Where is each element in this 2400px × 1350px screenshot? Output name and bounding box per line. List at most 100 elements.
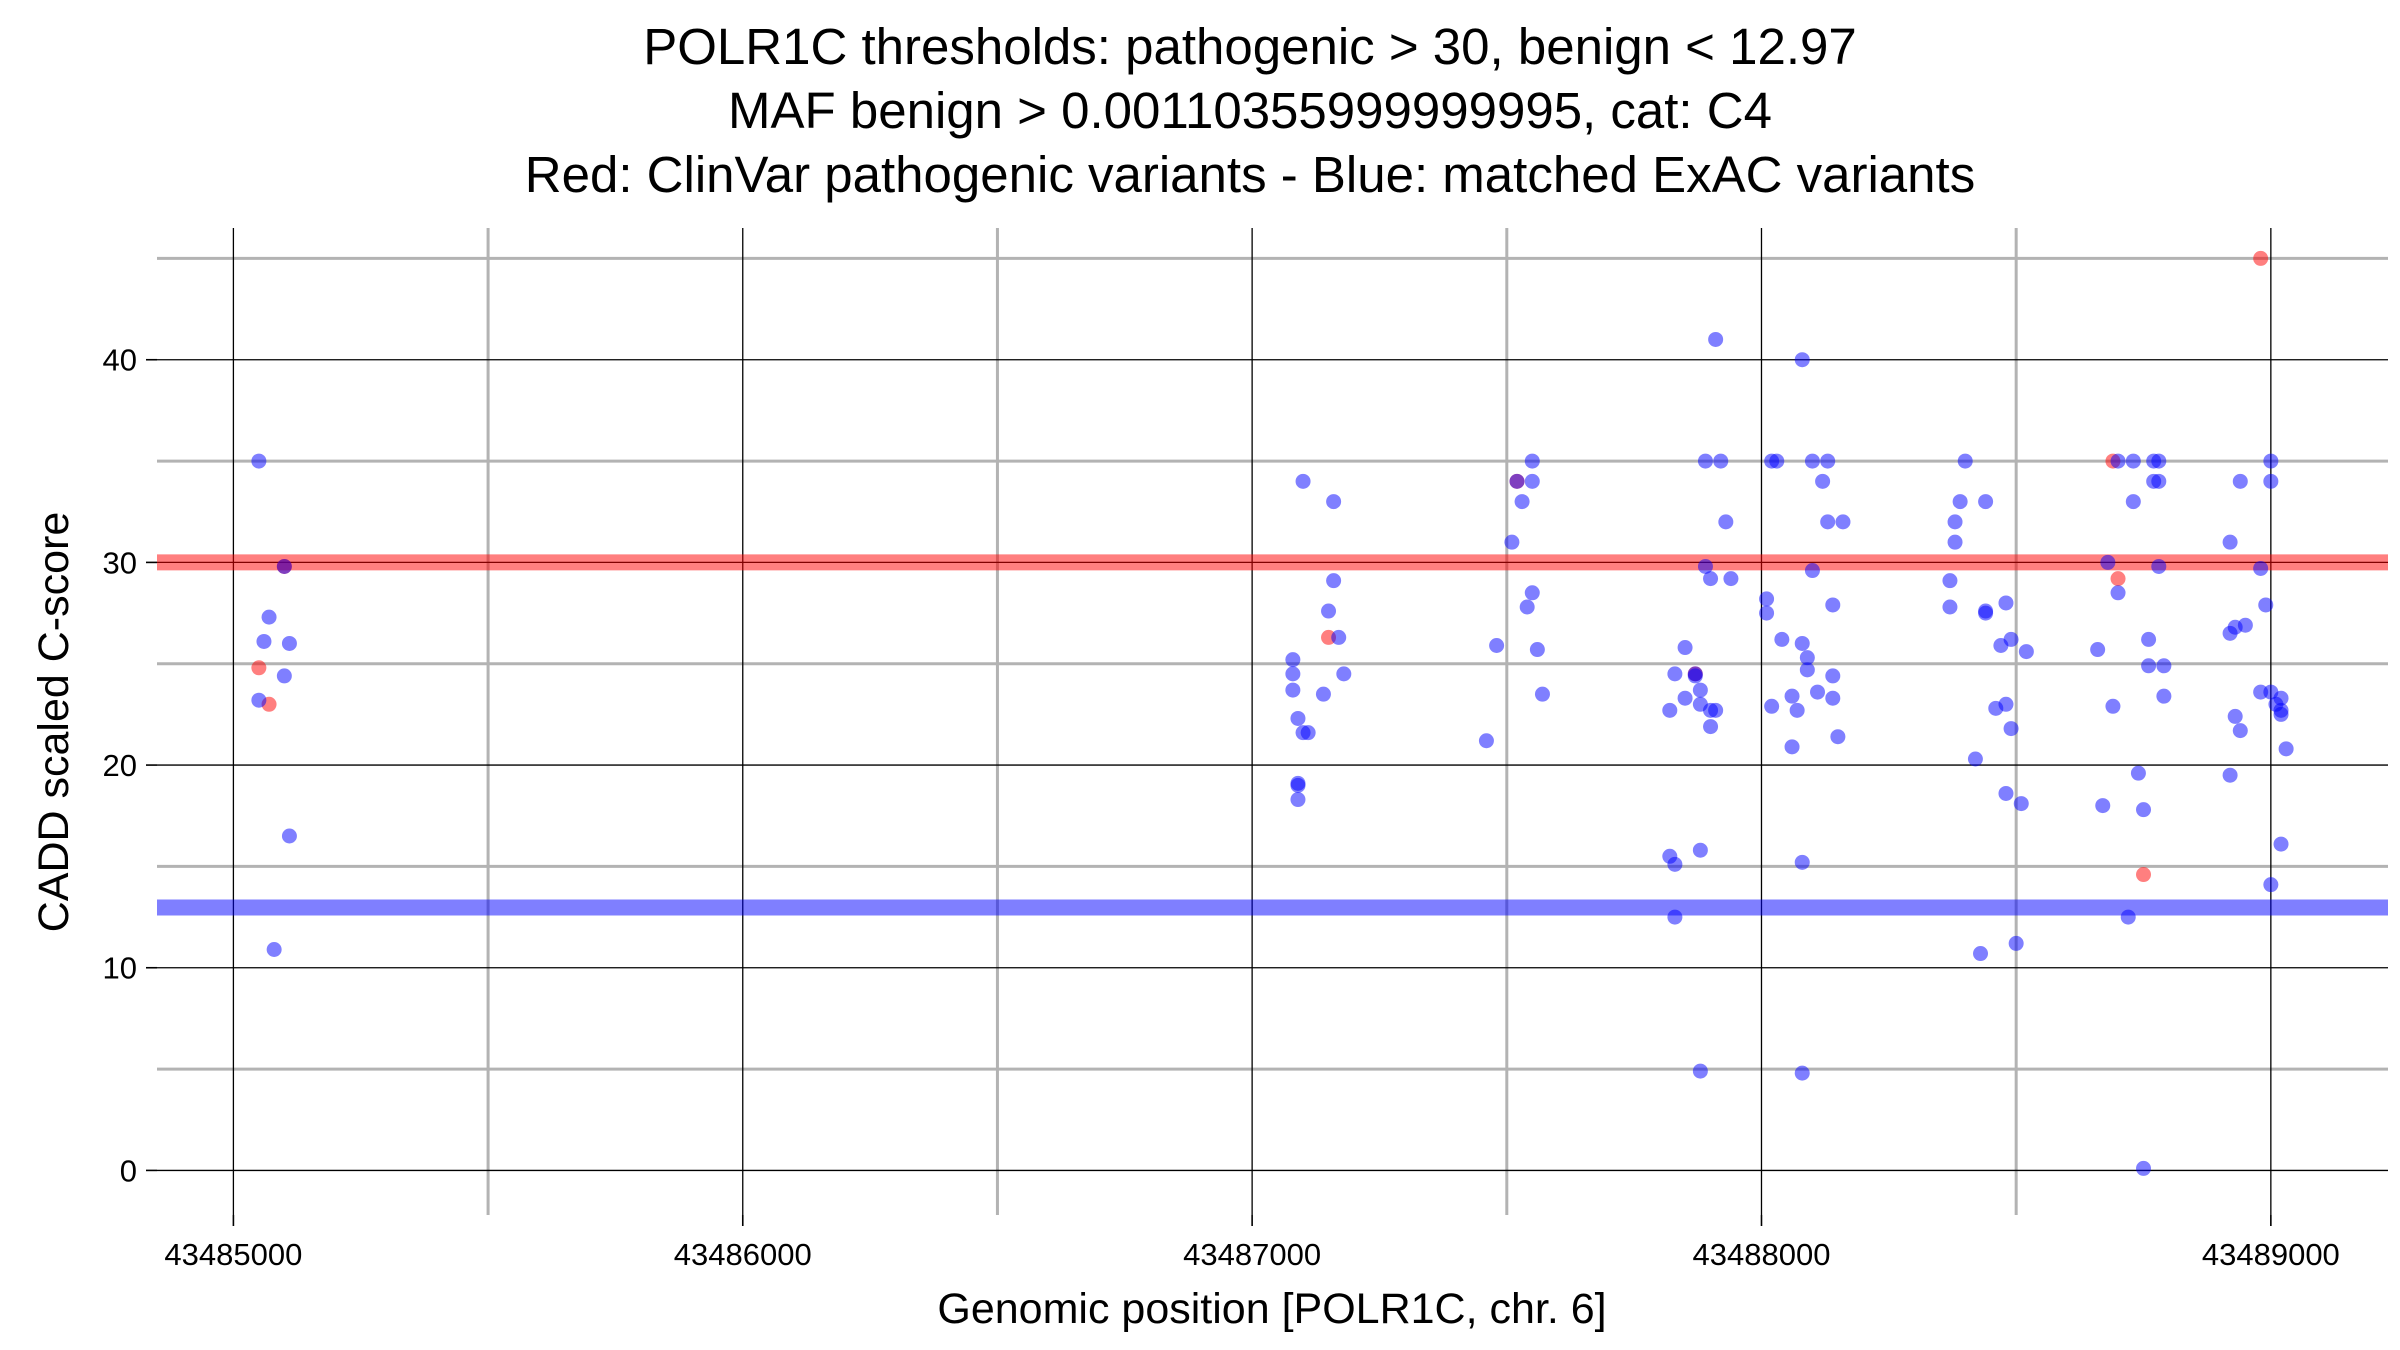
benign-variant-point bbox=[1667, 909, 1683, 925]
benign-variant-point bbox=[2263, 473, 2279, 489]
benign-variant-point bbox=[1524, 585, 1540, 601]
benign-variant-point bbox=[1326, 494, 1342, 510]
benign-variant-point bbox=[2222, 767, 2238, 783]
title-line-3: Red: ClinVar pathogenic variants - Blue:… bbox=[525, 146, 1975, 203]
benign-variant-point bbox=[1794, 854, 1810, 870]
benign-variant-point bbox=[1524, 453, 1540, 469]
benign-variant-point bbox=[1703, 719, 1719, 735]
benign-variant-point bbox=[2227, 708, 2243, 724]
pathogenic-variant-point bbox=[251, 660, 267, 676]
x-tick-label: 43489000 bbox=[2202, 1237, 2340, 1272]
benign-variant-point bbox=[1697, 453, 1713, 469]
benign-variant-point bbox=[2222, 534, 2238, 550]
benign-variant-point bbox=[1509, 473, 1525, 489]
benign-variant-point bbox=[1723, 571, 1739, 587]
benign-variant-point bbox=[281, 635, 297, 651]
benign-variant-point bbox=[1315, 686, 1331, 702]
benign-variant-point bbox=[2263, 877, 2279, 893]
benign-variant-point bbox=[1336, 666, 1352, 682]
benign-variant-point bbox=[1978, 494, 1994, 510]
benign-variant-point bbox=[1677, 690, 1693, 706]
benign-variant-point bbox=[276, 558, 292, 574]
benign-variant-point bbox=[266, 942, 282, 958]
benign-variant-point bbox=[1662, 702, 1678, 718]
y-axis-title: CADD scaled C-score bbox=[30, 512, 78, 933]
benign-variant-point bbox=[2156, 688, 2172, 704]
benign-variant-point bbox=[1713, 453, 1729, 469]
threshold-lines bbox=[157, 554, 2388, 916]
benign-variant-point bbox=[1973, 946, 1989, 962]
benign-variant-point bbox=[2130, 765, 2146, 781]
benign-variant-point bbox=[1952, 494, 1968, 510]
benign-variant-point bbox=[1687, 668, 1703, 684]
benign-variant-point bbox=[2151, 453, 2167, 469]
benign-variant-point bbox=[1667, 856, 1683, 872]
benign-variant-point bbox=[1825, 668, 1841, 684]
benign-variant-point bbox=[1285, 666, 1301, 682]
benign-variant-point bbox=[1825, 690, 1841, 706]
benign-variant-point bbox=[1708, 331, 1724, 347]
benign-variant-point bbox=[1300, 725, 1316, 741]
benign-variant-point bbox=[2013, 796, 2029, 812]
y-axis: 0 10 20 30 40 bbox=[103, 343, 157, 1188]
benign-variant-point bbox=[1830, 729, 1846, 745]
benign-variant-point bbox=[1290, 710, 1306, 726]
benign-variant-point bbox=[1804, 453, 1820, 469]
y-tick-label: 40 bbox=[103, 343, 137, 378]
y-tick-label: 10 bbox=[103, 951, 137, 986]
benign-variant-point bbox=[1692, 842, 1708, 858]
benign-variant-point bbox=[1789, 702, 1805, 718]
benign-variant-point bbox=[1815, 473, 1831, 489]
benign-variant-point bbox=[2273, 706, 2289, 722]
benign-variant-point bbox=[2105, 698, 2121, 714]
benign-variant-point bbox=[1784, 739, 1800, 755]
benign-variant-point bbox=[1957, 453, 1973, 469]
benign-variant-point bbox=[251, 453, 267, 469]
benign-variant-point bbox=[2258, 597, 2274, 613]
benign-variant-point bbox=[2095, 798, 2111, 814]
chart-title: POLR1C thresholds: pathogenic > 30, beni… bbox=[525, 18, 1975, 203]
benign-variant-point bbox=[1998, 785, 2014, 801]
benign-variant-point bbox=[2018, 644, 2034, 660]
benign-variant-point bbox=[1708, 702, 1724, 718]
benign-variant-point bbox=[1759, 591, 1775, 607]
benign-variant-point bbox=[2125, 494, 2141, 510]
benign-variant-point bbox=[1692, 1063, 1708, 1079]
benign-variant-point bbox=[1519, 599, 1535, 615]
x-tick-label: 43485000 bbox=[164, 1237, 302, 1272]
benign-variant-point bbox=[1285, 652, 1301, 668]
benign-variant-point bbox=[1799, 662, 1815, 678]
benign-variant-point bbox=[1769, 453, 1785, 469]
benign-variant-point bbox=[2156, 658, 2172, 674]
pathogenic-variant-point bbox=[2253, 250, 2269, 266]
benign-variant-point bbox=[2110, 585, 2126, 601]
pathogenic-variant-point bbox=[2110, 571, 2126, 587]
x-tick-label: 43488000 bbox=[1693, 1237, 1831, 1272]
benign-variant-point bbox=[1692, 682, 1708, 698]
benign-variant-point bbox=[2100, 554, 2116, 570]
benign-variant-point bbox=[2110, 453, 2126, 469]
benign-variant-point bbox=[1820, 514, 1836, 530]
benign-variant-point bbox=[256, 633, 272, 649]
data-points bbox=[251, 250, 2294, 1176]
benign-variant-point bbox=[261, 609, 277, 625]
benign-variant-point bbox=[1835, 514, 1851, 530]
benign-variant-point bbox=[1667, 666, 1683, 682]
benign-variant-point bbox=[1321, 603, 1337, 619]
minor-gridlines bbox=[157, 228, 2388, 1215]
benign-variant-point bbox=[1804, 563, 1820, 579]
benign-variant-point bbox=[2232, 723, 2248, 739]
benign-variant-point bbox=[281, 828, 297, 844]
benign-variant-point bbox=[2278, 741, 2294, 757]
benign-variant-point bbox=[1942, 599, 1958, 615]
benign-variant-point bbox=[1504, 534, 1520, 550]
benign-variant-point bbox=[2136, 802, 2152, 818]
benign-variant-point bbox=[1784, 688, 1800, 704]
x-tick-label: 43486000 bbox=[674, 1237, 812, 1272]
benign-variant-point bbox=[1998, 696, 2014, 712]
benign-variant-point bbox=[1998, 595, 2014, 611]
benign-variant-point bbox=[2273, 836, 2289, 852]
benign-variant-point bbox=[1290, 777, 1306, 793]
y-tick-label: 0 bbox=[120, 1153, 137, 1188]
